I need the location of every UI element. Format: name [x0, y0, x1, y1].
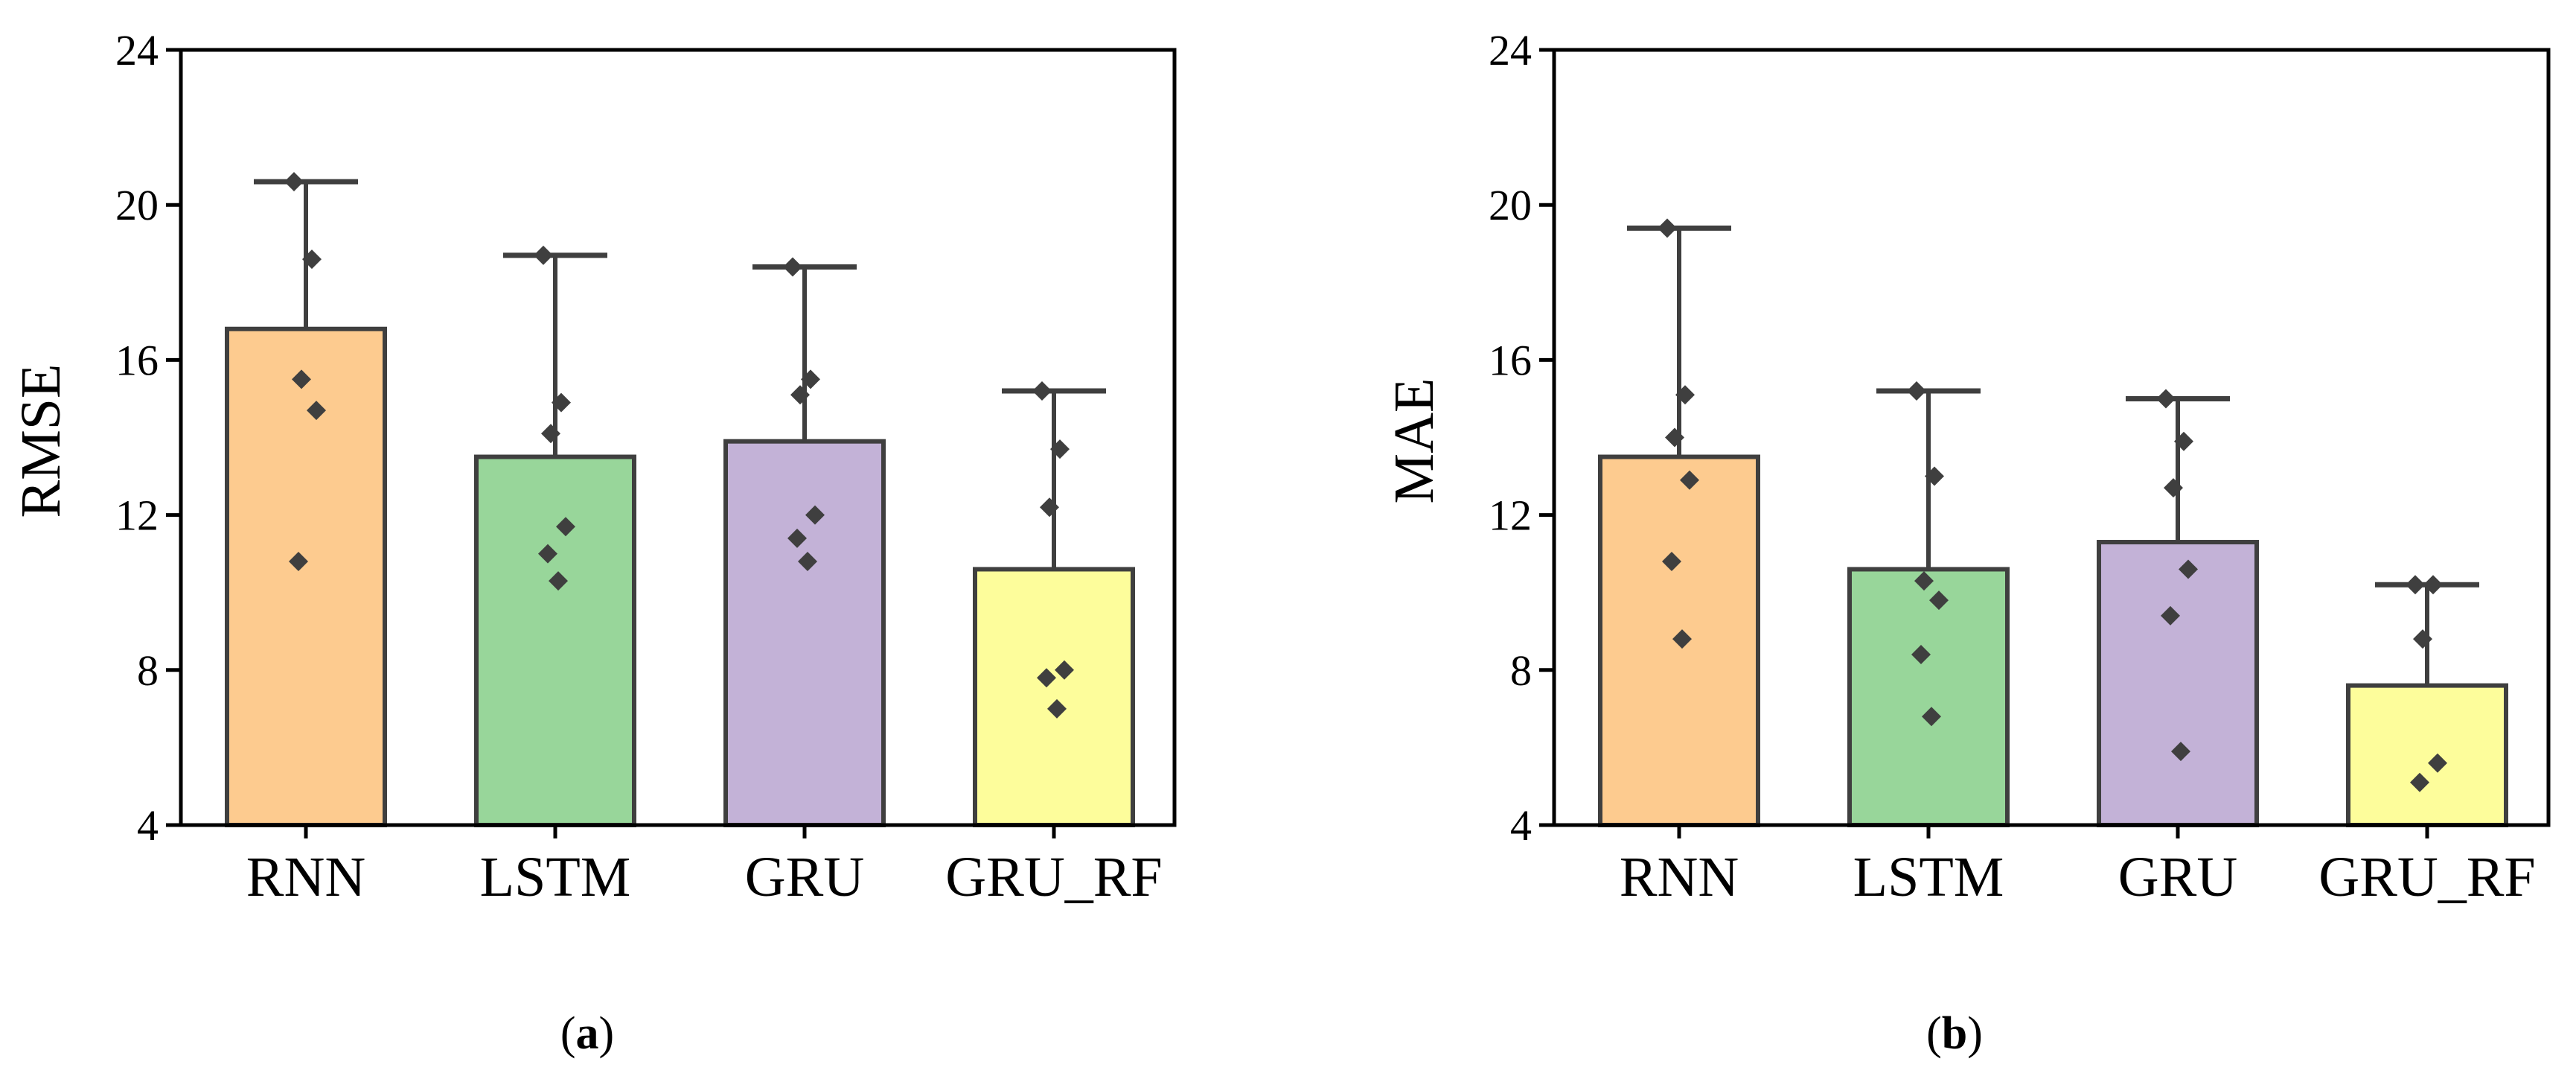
data-point — [292, 369, 311, 389]
data-point — [541, 424, 560, 444]
y-tick-label: 4 — [1510, 801, 1532, 850]
plot-frame — [179, 48, 1177, 827]
data-point — [787, 528, 807, 548]
data-point — [1047, 698, 1067, 719]
data-point — [801, 369, 820, 389]
data-point — [2174, 431, 2193, 451]
data-point — [1922, 707, 1941, 727]
x-tick-label: LSTM — [480, 846, 631, 908]
panel-label-a-letter: a — [576, 1008, 599, 1059]
data-point — [2423, 575, 2443, 595]
data-point — [2161, 605, 2180, 625]
y-tick-label: 24 — [1489, 26, 1532, 74]
data-point — [1037, 668, 1056, 688]
y-axis-title-rmse: RMSE — [10, 364, 72, 518]
bar-rnn — [225, 326, 387, 827]
y-tick-label: 20 — [115, 181, 159, 229]
panel-b: RNN LSTM GRU GRU_RF 4 8 12 16 20 24 MAE (b) — [1383, 26, 2551, 1059]
data-point — [1662, 552, 1681, 572]
data-point — [1907, 381, 1926, 401]
panel-a: RNN LSTM GRU GRU_RF 4 8 12 16 20 24 RMSE (a) — [10, 26, 1177, 1059]
data-point — [2156, 389, 2176, 409]
data-point — [289, 552, 308, 572]
data-point — [549, 571, 568, 591]
data-point — [2413, 629, 2432, 649]
data-point — [1672, 629, 1692, 649]
data-point — [1929, 590, 1949, 611]
bar-gru-rf — [2346, 683, 2508, 827]
data-point — [1665, 427, 1684, 448]
data-point — [798, 552, 817, 572]
y-tick-label: 12 — [115, 491, 159, 540]
y-tick-label: 8 — [1510, 646, 1532, 695]
data-point — [1050, 439, 1070, 459]
y-tick-label: 24 — [115, 26, 159, 74]
data-point — [538, 544, 557, 564]
panel-label-a: (a) — [560, 1008, 614, 1059]
data-point — [790, 385, 810, 405]
panel-label-b: (b) — [1926, 1008, 1983, 1059]
data-point — [2171, 742, 2190, 762]
data-point — [552, 392, 571, 413]
data-point — [556, 517, 575, 537]
data-point — [1680, 470, 1699, 490]
data-point — [1032, 381, 1052, 401]
data-point — [1055, 660, 1074, 680]
data-point — [1658, 218, 1677, 238]
x-tick-label: GRU — [2118, 846, 2237, 908]
data-point — [2428, 753, 2447, 773]
chart-area-rmse: RNN LSTM GRU GRU_RF 4 8 12 16 20 24 — [115, 26, 1177, 908]
data-point — [302, 249, 322, 270]
data-point — [2406, 575, 2425, 595]
data-point — [534, 245, 553, 265]
data-point — [307, 401, 326, 421]
data-point — [1675, 385, 1695, 405]
bar-gru-rf — [973, 567, 1135, 827]
data-point — [783, 257, 802, 277]
data-point — [2179, 559, 2198, 579]
x-tick-label: RNN — [1620, 846, 1739, 908]
bar-gru — [723, 439, 886, 827]
data-point — [1914, 571, 1934, 591]
y-tick-label: 16 — [115, 336, 159, 384]
x-tick-label: GRU — [745, 846, 864, 908]
data-point — [1911, 644, 1931, 664]
y-tick-label: 4 — [137, 801, 159, 850]
bar-lstm — [474, 454, 636, 828]
bar-gru — [2097, 540, 2259, 827]
panel-label-b-letter: b — [1942, 1008, 1967, 1059]
data-point — [805, 505, 825, 525]
data-point — [2164, 478, 2183, 498]
plot-frame — [1552, 48, 2551, 827]
x-tick-label: RNN — [246, 846, 365, 908]
data-point — [2410, 772, 2429, 792]
y-tick-label: 16 — [1489, 336, 1532, 384]
bar-lstm — [1847, 567, 2010, 827]
y-axis-title-mae: MAE — [1383, 378, 1445, 504]
x-tick-label: LSTM — [1853, 846, 2004, 908]
x-tick-label: GRU_RF — [2318, 846, 2535, 908]
data-point — [1925, 466, 1944, 486]
data-point — [284, 171, 304, 191]
data-point — [1040, 497, 1059, 518]
y-tick-label: 20 — [1489, 181, 1532, 229]
y-tick-label: 8 — [137, 646, 159, 695]
y-tick-label: 12 — [1489, 491, 1532, 540]
chart-area-mae: RNN LSTM GRU GRU_RF 4 8 12 16 20 24 — [1489, 26, 2551, 908]
x-tick-label: GRU_RF — [945, 846, 1162, 908]
